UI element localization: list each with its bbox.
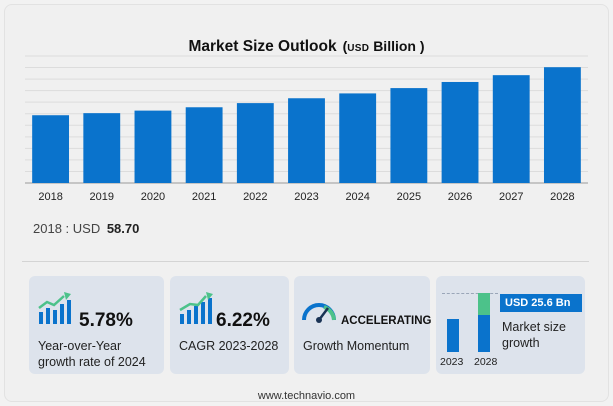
bar-chart: 2018 2019 2020 2021 2022 2023 2024 2025 2026 2027… (25, 55, 588, 203)
baseline-value: 2018 : USD 58.70 (33, 221, 139, 236)
x-tick-label: 2026 (448, 191, 472, 203)
yoy-value: 5.78% (79, 310, 133, 331)
bar-2018 (32, 115, 70, 183)
bar-2024 (339, 93, 377, 183)
growth-label-line1: Market size (502, 320, 566, 334)
dashed-guide (442, 293, 498, 294)
bar-growth-icon (179, 292, 213, 324)
title-text: Market Size Outlook (188, 38, 337, 55)
bar-2028-increase (478, 293, 490, 315)
x-tick-label: 2027 (499, 191, 523, 203)
x-tick-label: 2018 (38, 191, 62, 203)
bar-2023 (447, 319, 459, 352)
growth-card: 2023 2028 USD 25.6 Bn Market size growth (436, 276, 585, 374)
year-start: 2023 (440, 356, 464, 368)
x-tick-label: 2025 (397, 191, 421, 203)
bar-2028 (543, 67, 581, 183)
bar-2020 (134, 110, 172, 183)
title-unit: (USD Billion ) (343, 38, 425, 54)
yoy-label: Year-over-Year growth rate of 2024 (38, 338, 146, 370)
x-tick-label: 2028 (550, 191, 574, 203)
bar-2028-base (478, 315, 490, 352)
growth-label: Market size growth (502, 319, 566, 351)
baseline-label: 2018 : USD (33, 221, 101, 236)
momentum-value: ACCELERATING (341, 315, 432, 327)
chart-title: Market Size Outlook (USD Billion ) (0, 38, 613, 56)
bar-2027 (492, 75, 530, 183)
x-tick-label: 2019 (90, 191, 114, 203)
cagr-value: 6.22% (216, 310, 270, 331)
baseline-number: 58.70 (106, 221, 140, 236)
yoy-label-line1: Year-over-Year (38, 339, 122, 353)
bar-2025 (390, 88, 428, 183)
x-tick-label: 2021 (192, 191, 216, 203)
unit-scale: Billion (373, 38, 416, 54)
growth-badge: USD 25.6 Bn (500, 294, 582, 312)
unit-currency: USD (347, 43, 370, 54)
x-tick-label: 2024 (345, 191, 369, 203)
bar-2022 (236, 103, 274, 183)
section-divider (22, 261, 589, 262)
bar-2021 (185, 107, 223, 183)
x-tick-label: 2023 (294, 191, 318, 203)
yoy-label-line2: growth rate of 2024 (38, 355, 146, 369)
cagr-card: 6.22% CAGR 2023-2028 (170, 276, 289, 374)
speedometer-icon (302, 303, 336, 323)
momentum-label: Growth Momentum (303, 339, 410, 353)
year-end: 2028 (474, 356, 498, 368)
source-footer: www.technavio.com (257, 390, 356, 402)
bar-2019 (83, 113, 121, 183)
yoy-card: 5.78% Year-over-Year growth rate of 2024 (29, 276, 164, 374)
bar-2026 (441, 81, 479, 183)
cagr-label: CAGR 2023-2028 (179, 339, 279, 353)
bar-growth-icon (38, 292, 71, 324)
x-tick-label: 2022 (243, 191, 267, 203)
unit-close: ) (419, 38, 425, 54)
growth-label-line2: growth (502, 336, 540, 350)
momentum-card: ACCELERATING Growth Momentum (294, 276, 432, 374)
x-tick-label: 2020 (141, 191, 165, 203)
unit-open: ( (342, 38, 348, 54)
bar-2023 (288, 98, 325, 183)
